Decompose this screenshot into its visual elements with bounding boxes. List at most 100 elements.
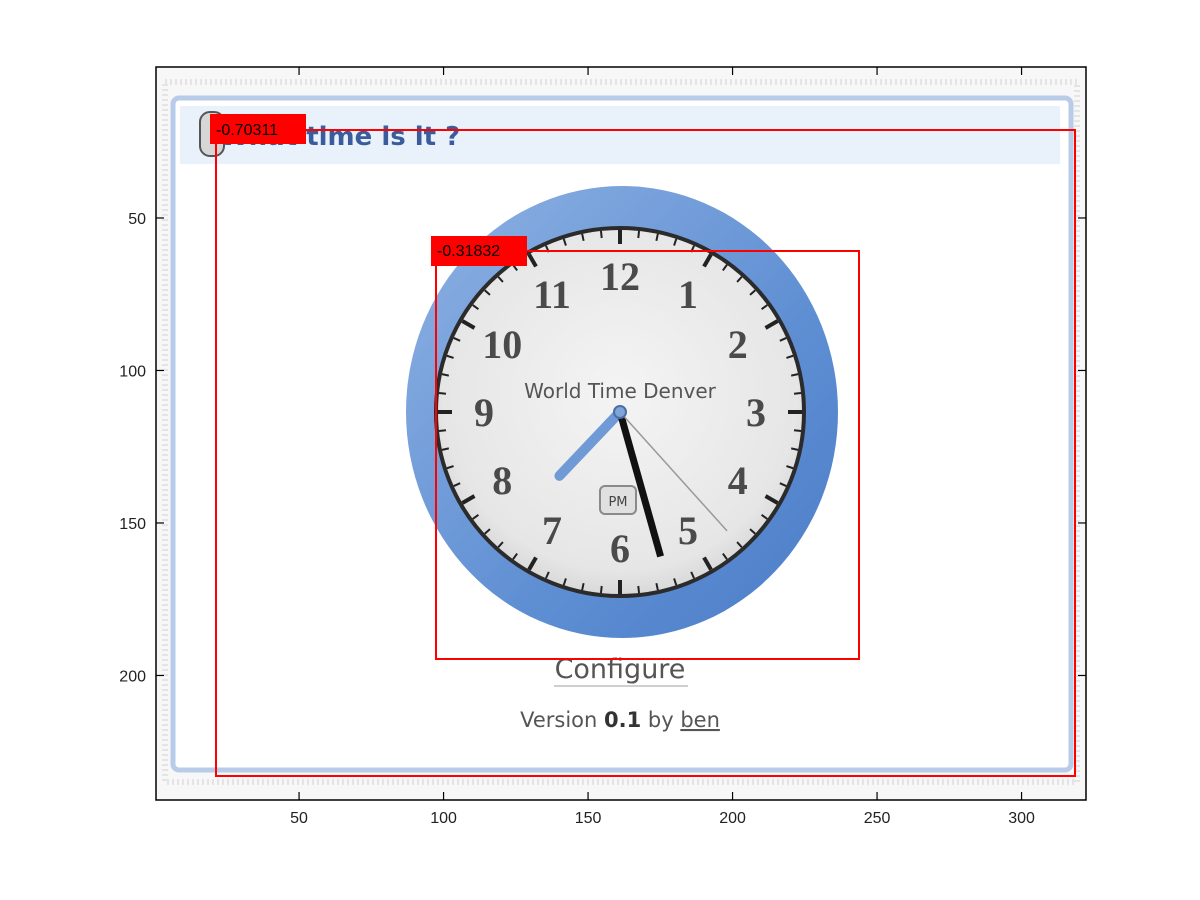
clock-tick <box>637 585 641 594</box>
x-tick-label: 50 <box>290 810 308 827</box>
clock-tick <box>793 429 802 433</box>
clock-tick <box>441 373 450 377</box>
y-tick-label: 100 <box>119 363 146 380</box>
clock-tick <box>779 482 787 487</box>
clock-tick <box>786 354 794 359</box>
clock-tick <box>453 482 461 487</box>
version-prefix: Version <box>520 708 604 732</box>
clock-tick <box>655 233 659 242</box>
clock-tick <box>690 571 695 579</box>
clock-tick <box>673 578 678 586</box>
clock-numeral: 2 <box>728 322 748 367</box>
version-line: Version 0.1 by ben <box>520 708 720 732</box>
clock-tick <box>527 556 538 571</box>
clock-tick <box>637 230 641 239</box>
clock-tick <box>599 230 603 239</box>
clock-tick <box>736 541 743 548</box>
clock-numeral: 3 <box>746 390 766 435</box>
ampm-label: PM <box>608 495 627 510</box>
clock-tick <box>472 514 480 520</box>
clock-tick <box>790 373 799 377</box>
clock-tick <box>446 354 454 359</box>
clock-numeral: 11 <box>533 272 571 317</box>
clock-tick <box>562 238 567 246</box>
clock-tick <box>760 304 768 310</box>
y-axis: 50 100 150 200 <box>119 211 1086 685</box>
clock-tick <box>497 541 504 548</box>
axes-frame <box>155 66 1087 801</box>
gadget-title-bar <box>180 106 1060 164</box>
clock-numeral: 10 <box>482 322 522 367</box>
clock-hands <box>554 405 728 558</box>
detection-score-clock: -0.31832 <box>437 243 500 260</box>
clock-tick <box>461 494 476 505</box>
clock-tick <box>461 319 476 330</box>
detection-score-outer: -0.70311 <box>216 122 278 139</box>
clock-tick <box>545 571 550 579</box>
clock-numeral: 12 <box>600 254 640 299</box>
version-by: by <box>641 708 680 732</box>
clock-tick <box>655 582 659 591</box>
ampm-badge: PM <box>599 485 637 515</box>
clock-tick <box>749 289 756 296</box>
x-tick-label: 250 <box>864 810 891 827</box>
clock-tick <box>749 528 756 535</box>
minute-hand <box>616 411 664 558</box>
clock-tick <box>793 391 802 395</box>
detection-box-clock: -0.31832 <box>431 236 860 660</box>
second-hand <box>619 411 728 532</box>
clock-tick <box>512 552 518 560</box>
y-tick-label: 200 <box>119 668 146 685</box>
x-axis: 50 100 150 200 250 300 <box>290 67 1035 827</box>
clock-tick <box>786 465 794 470</box>
clock-tick <box>581 233 585 242</box>
clock-ticks <box>438 230 802 594</box>
clock-tick <box>438 429 447 433</box>
clock-tick <box>599 585 603 594</box>
detection-overlays: -0.70311 -0.31832 <box>210 114 1076 777</box>
clock-tick <box>484 528 491 535</box>
version-number: 0.1 <box>604 708 641 732</box>
x-tick-label: 150 <box>575 810 602 827</box>
clock-center-pin <box>613 405 627 419</box>
clock-tick <box>438 391 447 395</box>
clock-tick <box>764 319 779 330</box>
clock-tick <box>497 276 504 283</box>
author-link[interactable]: ben <box>680 708 720 732</box>
clock-tick <box>446 465 454 470</box>
clock-tick <box>722 264 728 272</box>
y-tick-label: 150 <box>119 516 146 533</box>
clock-tick <box>760 514 768 520</box>
clock-tick <box>472 304 480 310</box>
clock-numeral: 1 <box>678 272 698 317</box>
clock-tick <box>764 494 779 505</box>
plot-axes: 50 100 150 200 250 300 50 100 150 200 <box>119 66 1087 827</box>
y-tick-label: 50 <box>128 211 146 228</box>
clock-tick <box>673 238 678 246</box>
clock-numeral: 4 <box>728 458 748 503</box>
clock-tick <box>779 337 787 342</box>
clock-tick <box>484 289 491 296</box>
clock-caption: World Time Denver <box>524 379 716 403</box>
clock-numeral: 5 <box>678 508 698 553</box>
clock-tick <box>722 552 728 560</box>
clock-tick <box>562 578 567 586</box>
clock-tick <box>453 337 461 342</box>
clock-tick <box>527 253 538 268</box>
clock-tick <box>736 276 743 283</box>
clock-numeral: 7 <box>542 508 562 553</box>
x-tick-label: 200 <box>719 810 746 827</box>
clock-tick <box>702 556 713 571</box>
clock-tick <box>581 582 585 591</box>
clock-tick <box>790 447 799 451</box>
detection-box-outer: -0.70311 <box>210 114 1076 777</box>
clock-tick <box>702 253 713 268</box>
x-tick-label: 300 <box>1008 810 1035 827</box>
clock-tick <box>441 447 450 451</box>
hour-hand <box>554 407 625 481</box>
x-tick-label: 100 <box>430 810 457 827</box>
